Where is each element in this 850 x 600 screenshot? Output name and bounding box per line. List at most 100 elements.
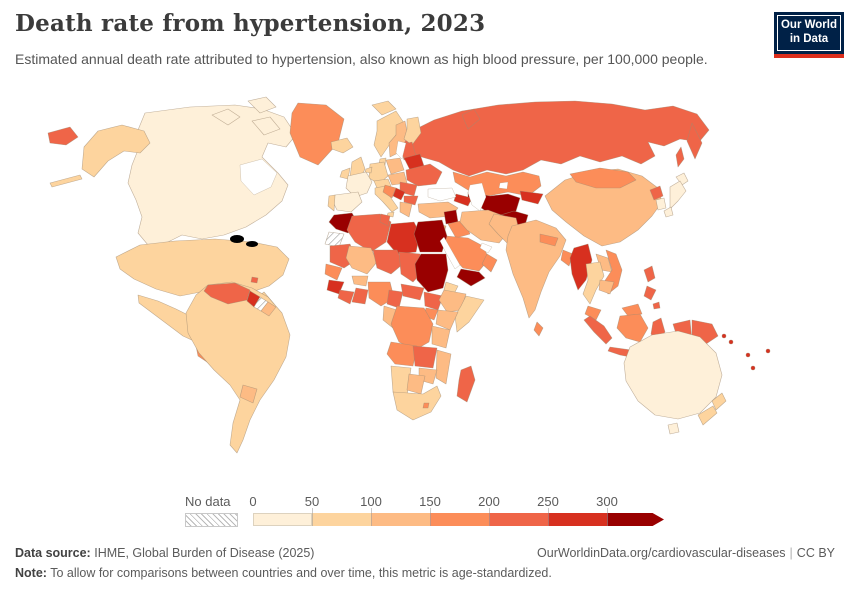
region-india[interactable] — [505, 219, 567, 319]
region-nepal[interactable] — [539, 233, 559, 247]
legend-tick-line — [430, 508, 431, 526]
region-iceland[interactable] — [330, 137, 354, 154]
legend-segment-6[interactable] — [607, 513, 664, 526]
region-france[interactable] — [345, 171, 373, 198]
region-solomon-islands-2[interactable] — [728, 339, 734, 345]
region-liberia-ivory-coast[interactable] — [337, 289, 355, 305]
region-south-africa[interactable] — [392, 385, 442, 421]
region-vanuatu[interactable] — [745, 352, 751, 358]
region-sumatra[interactable] — [583, 315, 613, 345]
region-philippines-visayas[interactable] — [643, 285, 657, 301]
region-usa[interactable] — [115, 238, 290, 297]
region-solomon-islands[interactable] — [721, 333, 727, 339]
region-trinidad-tobago[interactable] — [250, 276, 259, 284]
region-zambia[interactable] — [412, 345, 438, 369]
region-sweden[interactable] — [388, 120, 409, 158]
region-new-zealand-north[interactable] — [711, 392, 727, 411]
region-tasmania[interactable] — [667, 422, 680, 435]
region-serbia[interactable] — [392, 187, 406, 201]
region-kalimantan[interactable] — [616, 313, 649, 343]
region-philippines-mindanao[interactable] — [652, 301, 661, 310]
region-lesotho-eswatini[interactable] — [422, 402, 430, 409]
region-venezuela[interactable] — [203, 282, 251, 305]
region-balkans-west[interactable] — [382, 184, 397, 199]
region-philippines-luzon[interactable] — [643, 265, 656, 283]
region-paraguay[interactable] — [239, 384, 258, 404]
region-norway[interactable] — [373, 110, 405, 158]
region-cameroon[interactable] — [386, 289, 404, 309]
region-caucasus[interactable] — [453, 193, 473, 207]
region-japan-kyushu[interactable] — [663, 206, 674, 218]
region-bangladesh[interactable] — [560, 249, 574, 267]
region-angola[interactable] — [386, 341, 418, 367]
region-alaska[interactable] — [81, 124, 151, 178]
region-australia[interactable] — [623, 330, 723, 420]
world-choropleth-map — [0, 85, 850, 505]
region-burkina-faso[interactable] — [351, 275, 369, 287]
region-canada-arctic-2[interactable] — [247, 96, 277, 114]
region-central-african-republic[interactable] — [400, 283, 425, 301]
region-senegal-gambia[interactable] — [324, 263, 343, 281]
region-russia-kamchatka[interactable] — [686, 122, 703, 160]
region-spain[interactable] — [332, 191, 363, 213]
region-myanmar[interactable] — [569, 243, 593, 291]
region-greenland[interactable] — [289, 102, 345, 166]
legend-segment-1[interactable] — [312, 513, 371, 526]
region-russia-novaya-zemlya[interactable] — [461, 108, 481, 130]
region-bulgaria[interactable] — [403, 195, 419, 206]
license[interactable]: CC BY — [796, 546, 835, 560]
region-yemen[interactable] — [456, 268, 486, 287]
region-botswana[interactable] — [406, 373, 426, 395]
region-new-zealand-south[interactable] — [697, 405, 718, 426]
no-data-swatch[interactable] — [185, 513, 238, 527]
region-sri-lanka[interactable] — [533, 321, 544, 337]
region-niger[interactable] — [372, 249, 404, 275]
region-russia[interactable] — [397, 100, 710, 177]
region-mali[interactable] — [345, 245, 378, 275]
region-north-korea[interactable] — [649, 185, 664, 201]
legend-segment-4[interactable] — [489, 513, 548, 526]
region-malawi-mozambique[interactable] — [435, 349, 452, 385]
region-aleutians[interactable] — [49, 174, 83, 188]
region-south-america[interactable] — [185, 281, 291, 454]
owid-url[interactable]: OurWorldinData.org/cardiovascular-diseas… — [537, 546, 786, 560]
region-greece[interactable] — [399, 201, 413, 218]
legend-segment-5[interactable] — [548, 513, 607, 526]
region-benelux[interactable] — [364, 166, 373, 174]
legend-segment-3[interactable] — [430, 513, 489, 526]
region-drc[interactable] — [390, 305, 434, 351]
region-egypt[interactable] — [413, 219, 448, 253]
region-french-guiana[interactable] — [260, 301, 277, 317]
region-canada-baffin[interactable] — [251, 116, 281, 136]
region-libya[interactable] — [386, 221, 421, 255]
region-thailand[interactable] — [582, 261, 605, 305]
region-canada-arctic-1[interactable] — [211, 108, 241, 126]
region-cambodia[interactable] — [598, 279, 615, 295]
region-japan-honshu[interactable] — [669, 180, 687, 210]
region-mongolia[interactable] — [569, 167, 637, 189]
region-tanzania[interactable] — [431, 325, 451, 349]
region-oman[interactable] — [481, 253, 498, 273]
region-portugal[interactable] — [327, 194, 336, 212]
legend-segment-0[interactable] — [253, 513, 312, 526]
region-malaysia-borneo[interactable] — [621, 303, 643, 317]
region-canada[interactable] — [127, 104, 297, 246]
region-russia-sakhalin[interactable] — [675, 146, 685, 168]
region-kyrgyzstan-tajikistan[interactable] — [519, 190, 544, 205]
region-tunisia[interactable] — [379, 213, 391, 227]
region-russia-chukotka[interactable] — [47, 126, 79, 146]
legend-segment-2[interactable] — [371, 513, 430, 526]
region-ukraine[interactable] — [405, 163, 443, 187]
region-south-korea[interactable] — [655, 197, 667, 211]
region-ethiopia[interactable] — [438, 289, 467, 313]
region-fiji[interactable] — [765, 348, 771, 354]
region-svalbard[interactable] — [371, 100, 397, 116]
owid-logo[interactable]: Our World in Data — [774, 12, 844, 58]
region-sudan[interactable] — [414, 253, 449, 293]
region-ghana-togo-benin[interactable] — [351, 287, 369, 305]
region-somalia[interactable] — [454, 295, 485, 333]
region-kenya[interactable] — [435, 309, 459, 331]
region-madagascar[interactable] — [456, 365, 476, 403]
region-poland[interactable] — [385, 157, 405, 175]
region-new-caledonia[interactable] — [750, 365, 756, 371]
